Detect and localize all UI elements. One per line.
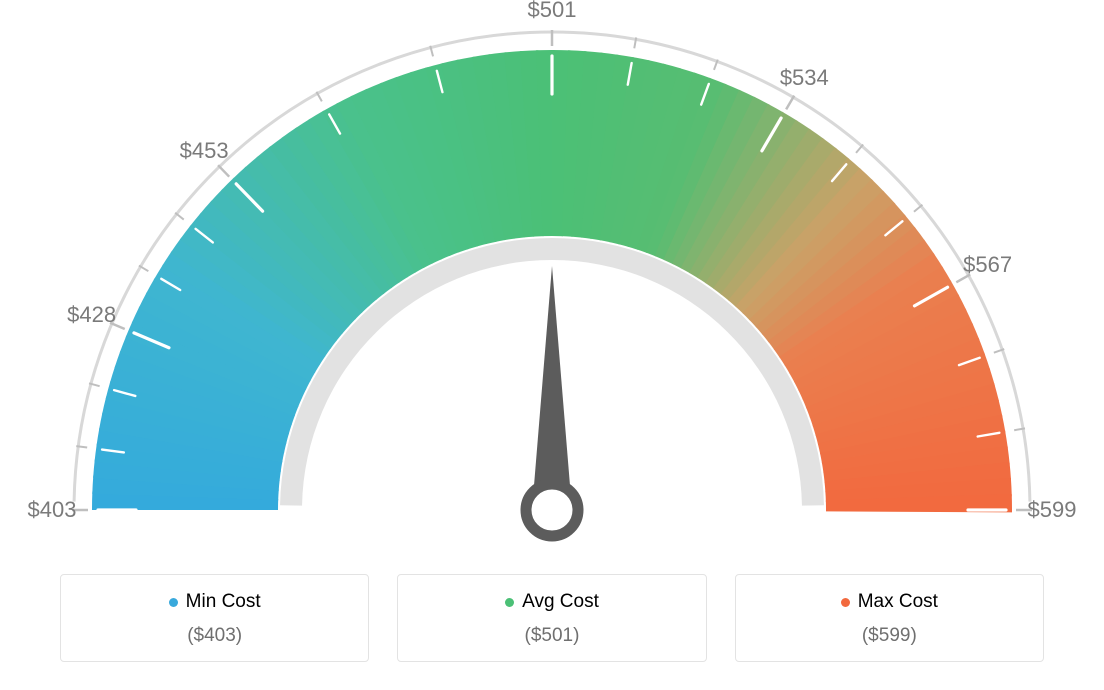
legend-card-avg: Avg Cost ($501)	[397, 574, 706, 662]
legend-value: ($501)	[408, 625, 695, 647]
gauge-tick-label: $403	[28, 497, 77, 523]
dot-icon	[169, 598, 178, 607]
dot-icon	[505, 598, 514, 607]
gauge-tick-label: $501	[528, 0, 577, 23]
legend-row: Min Cost ($403) Avg Cost ($501) Max Cost…	[60, 574, 1044, 662]
legend-title-avg: Avg Cost	[505, 591, 599, 613]
cost-gauge-chart: $403 $428 $453 $501 $534 $567 $599 Min Cost ($…	[0, 0, 1104, 690]
legend-title-max: Max Cost	[841, 591, 938, 613]
gauge-area: $403 $428 $453 $501 $534 $567 $599	[0, 0, 1104, 560]
gauge-tick-label: $567	[963, 252, 1012, 278]
legend-card-min: Min Cost ($403)	[60, 574, 369, 662]
legend-card-max: Max Cost ($599)	[735, 574, 1044, 662]
gauge-svg	[0, 0, 1104, 560]
gauge-tick-label: $599	[1028, 497, 1077, 523]
legend-value: ($403)	[71, 625, 358, 647]
legend-label: Max Cost	[858, 591, 938, 613]
gauge-tick-label: $534	[780, 65, 829, 91]
gauge-tick-label: $453	[180, 138, 229, 164]
dot-icon	[841, 598, 850, 607]
legend-label: Min Cost	[186, 591, 261, 613]
legend-title-min: Min Cost	[169, 591, 261, 613]
gauge-tick-label: $428	[67, 302, 116, 328]
legend-label: Avg Cost	[522, 591, 599, 613]
legend-value: ($599)	[746, 625, 1033, 647]
